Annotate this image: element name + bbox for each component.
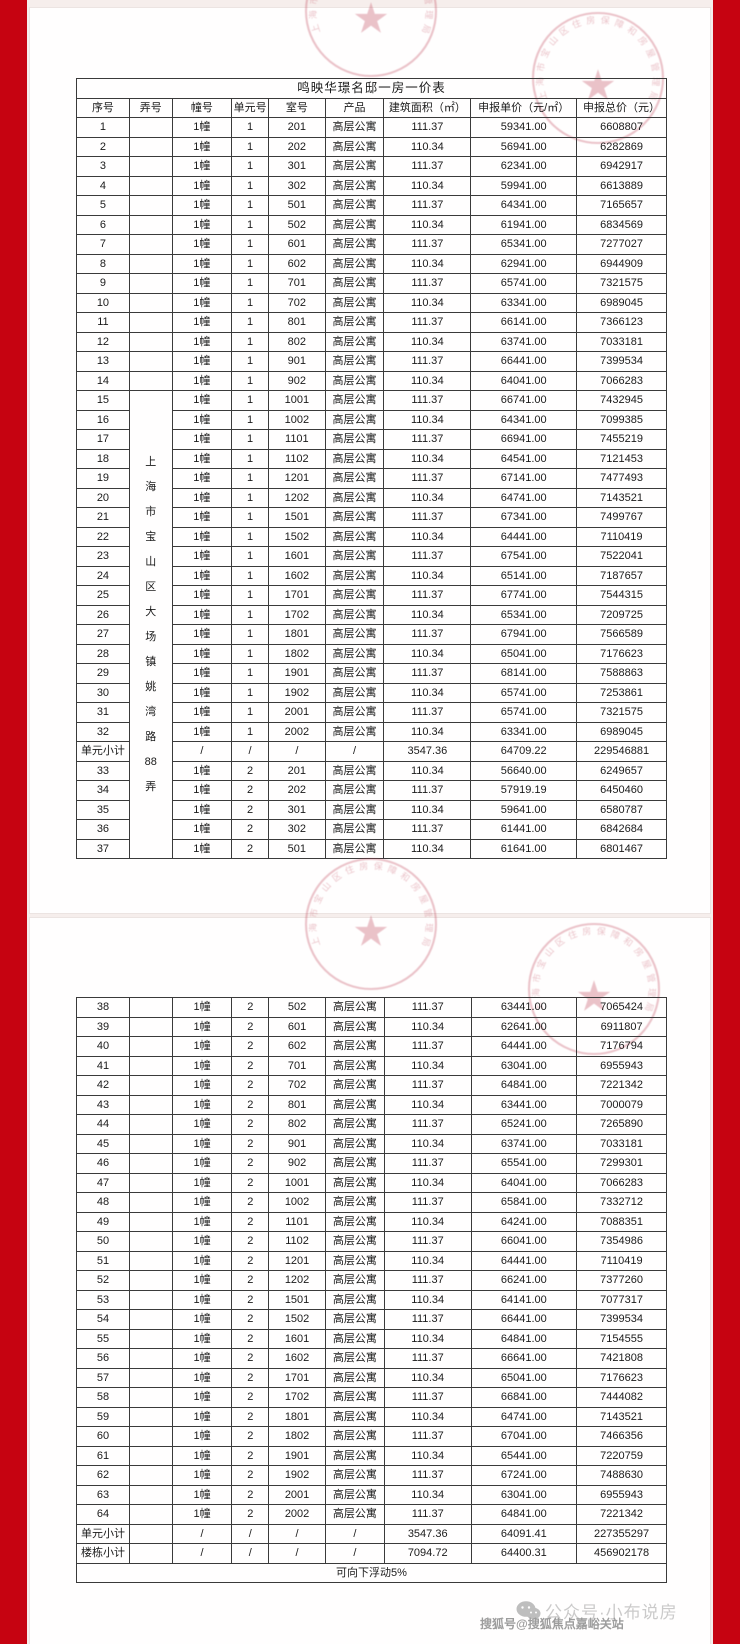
svg-text:管: 管	[422, 0, 434, 5]
svg-text:市: 市	[530, 972, 542, 983]
svg-text:房: 房	[582, 924, 592, 936]
svg-text:障: 障	[613, 17, 625, 31]
svg-text:海: 海	[307, 10, 319, 20]
svg-text:区: 区	[553, 935, 566, 948]
svg-text:局: 局	[420, 936, 432, 948]
svg-text:上: 上	[310, 936, 322, 948]
svg-text:保: 保	[600, 14, 610, 26]
svg-text:房: 房	[586, 14, 596, 26]
svg-text:管: 管	[645, 972, 657, 983]
svg-text:和: 和	[626, 24, 639, 37]
svg-text:住: 住	[570, 17, 582, 31]
svg-text:区: 区	[557, 24, 570, 37]
svg-text:房: 房	[636, 34, 650, 48]
svg-text:山: 山	[543, 945, 556, 958]
svg-text:市: 市	[534, 62, 546, 73]
svg-text:宝: 宝	[534, 957, 548, 970]
svg-text:屋: 屋	[644, 47, 657, 59]
svg-text:局: 局	[420, 23, 432, 35]
svg-text:保: 保	[596, 924, 606, 936]
svg-text:屋: 屋	[640, 958, 653, 970]
svg-text:障: 障	[609, 927, 621, 941]
svg-text:海: 海	[530, 987, 542, 997]
svg-text:宝: 宝	[538, 47, 552, 60]
svg-text:管: 管	[649, 62, 661, 73]
svg-text:和: 和	[622, 935, 635, 948]
svg-text:理: 理	[424, 923, 435, 933]
svg-text:海: 海	[307, 923, 319, 933]
svg-text:上: 上	[310, 23, 322, 35]
svg-text:市: 市	[307, 0, 319, 5]
svg-text:山: 山	[547, 34, 560, 47]
svg-text:理: 理	[424, 10, 435, 20]
svg-text:住: 住	[566, 927, 578, 941]
svg-text:房: 房	[632, 944, 646, 958]
svg-text:理: 理	[647, 987, 658, 997]
